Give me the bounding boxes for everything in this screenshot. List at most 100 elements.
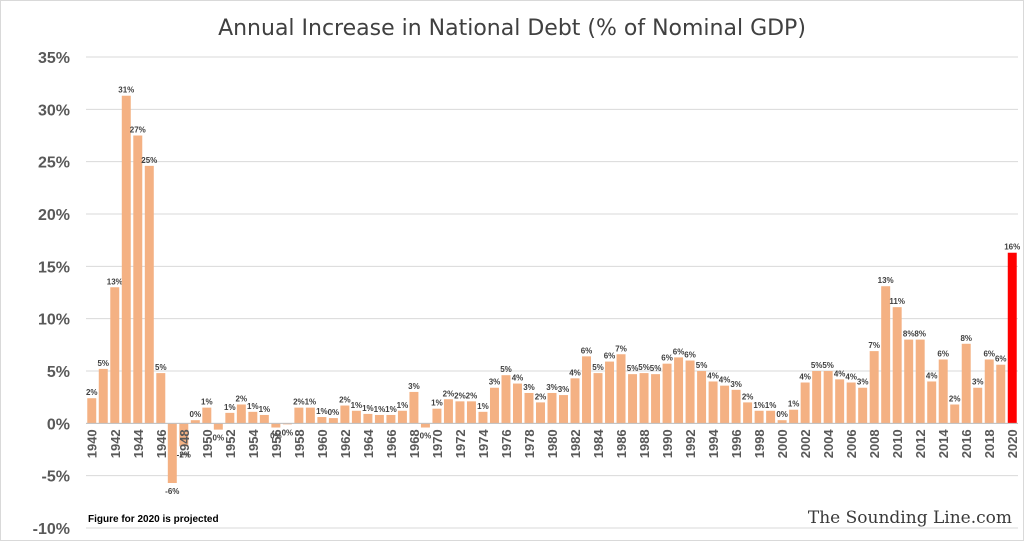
data-label: 8% (903, 330, 915, 339)
x-tick-label: 1994 (706, 429, 721, 459)
bar (512, 383, 522, 424)
x-tick-label: 1988 (637, 429, 652, 458)
bar (420, 423, 430, 428)
data-label: 27% (130, 126, 146, 135)
bar (248, 411, 258, 424)
bar (305, 407, 315, 424)
bar (501, 375, 511, 424)
x-tick-label: 1972 (453, 429, 468, 458)
data-label: 6% (673, 347, 685, 356)
x-tick-label: 1962 (338, 429, 353, 458)
x-tick-label: 2016 (959, 429, 974, 458)
bar (892, 307, 902, 424)
data-label: 2% (466, 391, 478, 400)
bar (743, 402, 753, 424)
x-tick-label: 2020 (1005, 429, 1020, 458)
bar (777, 420, 787, 424)
x-tick-label: 2006 (844, 429, 859, 458)
bar (915, 339, 925, 424)
data-label: 11% (889, 297, 905, 306)
x-tick-label: 1950 (200, 429, 215, 458)
data-label: 0% (776, 410, 788, 419)
bar (938, 359, 948, 424)
bar (489, 387, 499, 424)
data-label: 1% (316, 407, 328, 416)
data-label: 4% (834, 369, 846, 378)
bar (328, 418, 338, 424)
data-label: 6% (581, 346, 593, 355)
bar (881, 286, 891, 424)
watermark: The Sounding Line.com (807, 508, 1012, 528)
bar (547, 392, 557, 424)
data-label: 1% (385, 405, 397, 414)
bar (904, 339, 914, 424)
bar (179, 423, 189, 447)
data-label: 31% (118, 86, 134, 95)
y-tick-label: 0% (47, 416, 70, 433)
bar (98, 368, 108, 424)
x-tick-label: 1982 (568, 429, 583, 458)
data-label: 1% (374, 405, 386, 414)
bar (697, 371, 707, 424)
y-tick-label: 5% (47, 364, 70, 381)
x-tick-label: 1996 (729, 429, 744, 458)
data-label: 4% (799, 373, 811, 382)
x-tick-label: 1954 (246, 429, 261, 459)
data-label: 8% (914, 330, 926, 339)
data-label: 1% (247, 402, 259, 411)
data-label: 3% (558, 385, 570, 394)
data-label: 5% (500, 365, 512, 374)
bar (351, 410, 361, 424)
data-label: 3% (730, 380, 742, 389)
bar (731, 389, 741, 424)
bar (225, 412, 235, 424)
bar (582, 356, 592, 424)
data-label: 0% (213, 434, 225, 443)
bar (973, 387, 983, 424)
data-label: 5% (97, 359, 109, 368)
data-label: 3% (857, 378, 869, 387)
data-label: 13% (878, 276, 894, 285)
data-label: 4% (569, 368, 581, 377)
bar (984, 359, 994, 424)
data-label: 6% (661, 354, 673, 363)
data-label: 0% (420, 432, 432, 441)
data-label: 1% (477, 402, 489, 411)
y-tick-label: -10% (33, 521, 70, 538)
data-label: 5% (650, 364, 662, 373)
bar (294, 407, 304, 424)
bar (846, 382, 856, 424)
data-label: 3% (972, 378, 984, 387)
data-label: 5% (811, 361, 823, 370)
data-label: 8% (960, 334, 972, 343)
x-tick-label: 1970 (430, 429, 445, 458)
x-tick-label: 1986 (614, 429, 629, 458)
bar (858, 387, 868, 424)
data-label: 25% (141, 156, 157, 165)
data-label: 2% (742, 392, 754, 401)
data-label: 5% (155, 363, 167, 372)
data-label: 7% (615, 344, 627, 353)
x-tick-label: 1946 (154, 429, 169, 458)
data-label: 5% (627, 364, 639, 373)
bar (409, 391, 419, 424)
data-label: 5% (592, 363, 604, 372)
bar (317, 417, 327, 424)
bar (789, 409, 799, 424)
bar (397, 410, 407, 424)
bar (121, 95, 131, 424)
bar (593, 373, 603, 424)
bar (720, 385, 730, 424)
data-label: 3% (523, 383, 535, 392)
bar (432, 408, 442, 424)
data-label: 2% (236, 394, 248, 403)
data-label: 0% (328, 408, 340, 417)
bar (823, 371, 833, 424)
x-tick-label: 1968 (407, 429, 422, 458)
bar (282, 423, 292, 425)
x-tick-label: 1980 (545, 429, 560, 458)
x-tick-label: 1974 (476, 429, 491, 459)
data-label: 2% (339, 396, 351, 405)
x-tick-label: 1942 (108, 429, 123, 458)
data-label: 16% (1004, 243, 1020, 252)
